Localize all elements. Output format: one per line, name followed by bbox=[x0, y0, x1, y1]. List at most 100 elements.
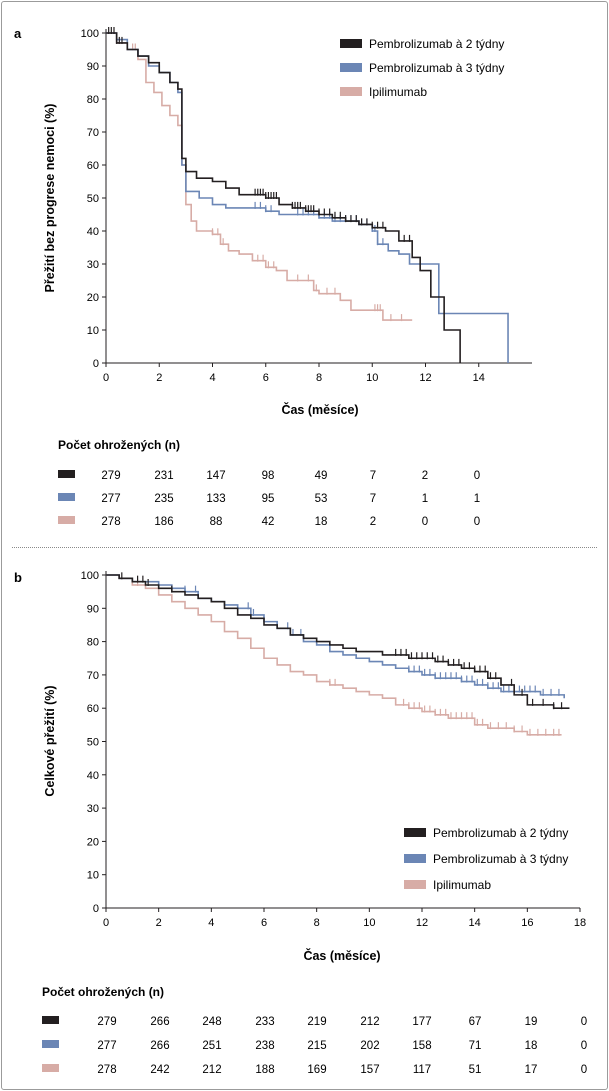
series-line-pembro2 bbox=[106, 574, 570, 709]
risk-cell: 266 bbox=[150, 1040, 169, 1052]
risk-cell: 169 bbox=[307, 1064, 326, 1076]
risk-row-swatch bbox=[58, 516, 75, 524]
risk-cell: 278 bbox=[101, 516, 120, 528]
legend-swatch bbox=[404, 828, 426, 837]
risk-cell: 95 bbox=[262, 493, 275, 505]
risk-cell: 0 bbox=[581, 1064, 587, 1076]
series-line-pembro3 bbox=[106, 32, 509, 363]
risk-cell: 0 bbox=[474, 516, 480, 528]
x-tick-label: 0 bbox=[103, 372, 109, 384]
legend-label: Ipilimumab bbox=[433, 878, 491, 892]
risk-cell: 242 bbox=[150, 1064, 169, 1076]
risk-row-swatch bbox=[58, 493, 75, 501]
risk-cell: 19 bbox=[525, 1016, 538, 1028]
risk-cell: 147 bbox=[206, 470, 225, 482]
risk-row-swatch bbox=[58, 470, 75, 478]
risk-cell: 51 bbox=[469, 1064, 482, 1076]
x-tick-label: 18 bbox=[574, 917, 586, 929]
risk-cell: 188 bbox=[255, 1064, 274, 1076]
risk-cell: 0 bbox=[581, 1040, 587, 1052]
x-tick-label: 14 bbox=[473, 372, 485, 384]
legend-swatch bbox=[340, 39, 362, 48]
risk-cell: 88 bbox=[210, 516, 223, 528]
panel-b-letter: b bbox=[14, 570, 22, 585]
y-tick-label: 0 bbox=[93, 903, 99, 915]
x-tick-label: 4 bbox=[209, 372, 215, 384]
x-tick-label: 6 bbox=[261, 917, 267, 929]
x-tick-label: 16 bbox=[521, 917, 533, 929]
y-tick-label: 30 bbox=[87, 259, 99, 271]
y-tick-label: 100 bbox=[81, 28, 99, 40]
y-tick-label: 90 bbox=[87, 603, 99, 615]
risk-cell: 17 bbox=[525, 1064, 538, 1076]
x-tick-label: 4 bbox=[208, 917, 214, 929]
risk-cell: 7 bbox=[370, 493, 376, 505]
y-tick-label: 40 bbox=[87, 770, 99, 782]
y-tick-label: 20 bbox=[87, 292, 99, 304]
y-tick-label: 20 bbox=[87, 836, 99, 848]
risk-cell: 1 bbox=[422, 493, 428, 505]
risk-cell: 231 bbox=[154, 470, 173, 482]
x-tick-label: 10 bbox=[366, 372, 378, 384]
legend-label: Pembrolizumab à 3 týdny bbox=[369, 61, 504, 75]
legend-label: Ipilimumab bbox=[369, 85, 427, 99]
risk-cell: 277 bbox=[97, 1040, 116, 1052]
risk-cell: 7 bbox=[370, 470, 376, 482]
risk-cell: 219 bbox=[307, 1016, 326, 1028]
y-tick-label: 0 bbox=[93, 358, 99, 370]
series-line-pembro2 bbox=[106, 32, 461, 363]
y-tick-label: 50 bbox=[87, 737, 99, 749]
risk-cell: 202 bbox=[360, 1040, 379, 1052]
y-tick-label: 50 bbox=[87, 193, 99, 205]
x-tick-label: 8 bbox=[316, 372, 322, 384]
x-tick-label: 6 bbox=[263, 372, 269, 384]
panel-b-ylabel: Celkové přežití (%) bbox=[43, 685, 57, 796]
x-tick-label: 10 bbox=[363, 917, 375, 929]
risk-cell: 71 bbox=[469, 1040, 482, 1052]
risk-cell: 215 bbox=[307, 1040, 326, 1052]
risk-cell: 98 bbox=[262, 470, 275, 482]
x-tick-label: 12 bbox=[419, 372, 431, 384]
risk-cell: 2 bbox=[422, 470, 428, 482]
y-tick-label: 10 bbox=[87, 325, 99, 337]
legend-swatch bbox=[340, 63, 362, 72]
risk-cell: 279 bbox=[101, 470, 120, 482]
risk-cell: 238 bbox=[255, 1040, 274, 1052]
y-tick-label: 80 bbox=[87, 637, 99, 649]
risk-cell: 53 bbox=[315, 493, 328, 505]
x-tick-label: 12 bbox=[416, 917, 428, 929]
risk-cell: 186 bbox=[154, 516, 173, 528]
risk-cell: 177 bbox=[412, 1016, 431, 1028]
x-tick-label: 14 bbox=[469, 917, 481, 929]
risk-cell: 67 bbox=[469, 1016, 482, 1028]
risk-cell: 212 bbox=[202, 1064, 221, 1076]
risk-cell: 158 bbox=[412, 1040, 431, 1052]
legend-label: Pembrolizumab à 3 týdny bbox=[433, 852, 568, 866]
risk-cell: 1 bbox=[474, 493, 480, 505]
panel-a-ylabel: Přežití bez progrese nemoci (%) bbox=[43, 104, 57, 293]
y-tick-label: 10 bbox=[87, 870, 99, 882]
risk-cell: 251 bbox=[202, 1040, 221, 1052]
risk-cell: 2 bbox=[370, 516, 376, 528]
risk-cell: 279 bbox=[97, 1016, 116, 1028]
risk-row-swatch bbox=[42, 1016, 59, 1024]
legend-swatch bbox=[404, 854, 426, 863]
y-tick-label: 40 bbox=[87, 226, 99, 238]
y-tick-label: 90 bbox=[87, 61, 99, 73]
panel-b-plot: 0 10 20 30 40 50 60 70 80 90 100 0 2 4 6 8 10 12 14 16 18 Pem… bbox=[42, 570, 587, 1076]
risk-cell: 0 bbox=[474, 470, 480, 482]
legend-swatch bbox=[404, 880, 426, 889]
risk-cell: 157 bbox=[360, 1064, 379, 1076]
risk-cell: 266 bbox=[150, 1016, 169, 1028]
risk-cell: 248 bbox=[202, 1016, 221, 1028]
y-tick-label: 80 bbox=[87, 94, 99, 106]
risk-cell: 0 bbox=[422, 516, 428, 528]
x-tick-label: 2 bbox=[156, 372, 162, 384]
risk-cell: 212 bbox=[360, 1016, 379, 1028]
y-tick-label: 70 bbox=[87, 127, 99, 139]
panel-a-letter: a bbox=[14, 26, 22, 41]
panel-b-xlabel: Čas (měsíce) bbox=[303, 948, 380, 963]
